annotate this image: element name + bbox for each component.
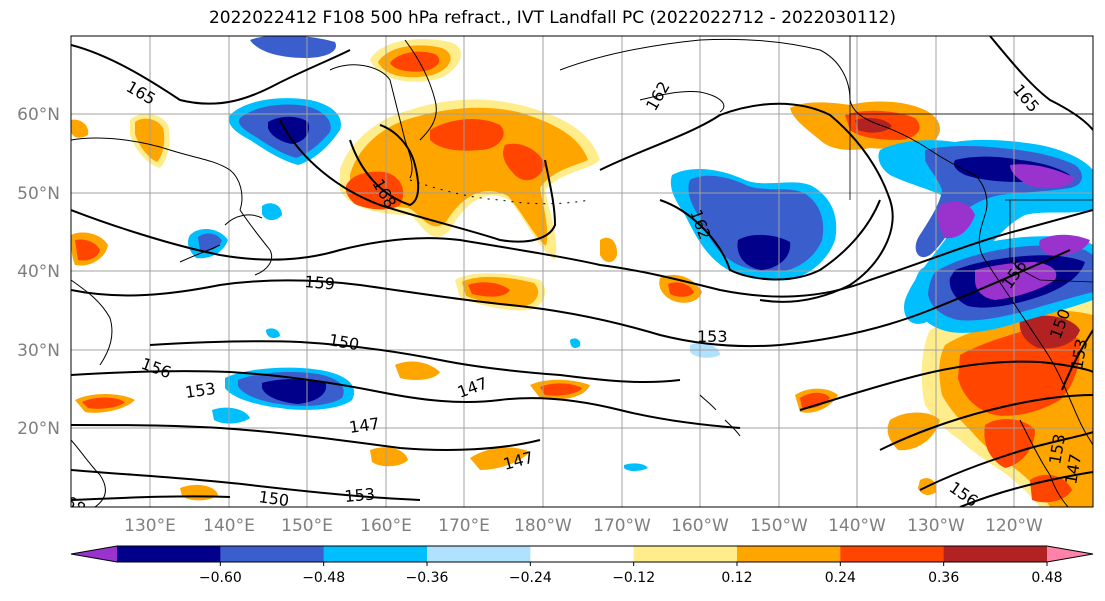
lat-label: 50°N (17, 184, 60, 204)
contour-label: 153 (184, 379, 217, 402)
coastlines (71, 36, 1093, 507)
colorbar-tick-label: 0.12 (721, 570, 752, 586)
lon-label: 150°E (281, 516, 333, 536)
contour-label: 147 (348, 414, 381, 437)
lon-label: 130°W (907, 516, 965, 536)
colorbar-tick-label: 0.48 (1031, 570, 1062, 586)
map-title: 2022022412 F108 500 hPa refract., IVT La… (208, 8, 896, 28)
contour-label: 153 (697, 327, 728, 346)
colorbar-cell (530, 546, 635, 562)
lon-label: 140°E (203, 516, 255, 536)
colorbar-cell (840, 546, 945, 562)
colorbar-tick-label: −0.12 (612, 570, 655, 586)
lon-label: 180°W (514, 516, 572, 536)
colorbar-right-arrow (1047, 546, 1093, 562)
graticule (71, 36, 1093, 507)
colorbar-tick-label: −0.48 (302, 570, 345, 586)
colorbar-cell (220, 546, 325, 562)
colorbar: −0.60 −0.48 −0.36 −0.24 −0.12 0.12 0.24 0.36 0.4… (70, 545, 1094, 586)
lon-label: 150°W (750, 516, 808, 536)
colorbar-tick-label: −0.24 (509, 570, 552, 586)
colorbar-outline (70, 545, 1094, 563)
lon-label: 130°E (124, 516, 176, 536)
map-frame (70, 35, 1094, 508)
lon-label: 160°W (671, 516, 729, 536)
colorbar-cell (737, 546, 841, 562)
colorbar-cell (943, 546, 1048, 562)
lat-label: 40°N (17, 262, 60, 282)
colorbar-left-arrow (71, 546, 117, 562)
refractivity-contours (71, 36, 1093, 507)
lon-label: 170°E (438, 516, 490, 536)
latitude-labels: 60°N 50°N 40°N 30°N 20°N (17, 105, 60, 439)
colorbar-tick-label: −0.60 (199, 570, 242, 586)
map-content: 165 168 162 159 153 150 156 153 147 147 … (71, 36, 1093, 510)
colorbar-ticks: −0.60 −0.48 −0.36 −0.24 −0.12 0.12 0.24 0.36 0.4… (199, 562, 1063, 586)
colorbar-tick-label: −0.36 (406, 570, 449, 586)
lat-label: 60°N (17, 105, 60, 125)
colorbar-cell (323, 546, 428, 562)
colorbar-tick-label: 0.36 (928, 570, 959, 586)
colorbar-cell (117, 546, 221, 562)
longitude-labels: 130°E 140°E 150°E 160°E 170°E 180°W 170°… (124, 516, 1043, 536)
lon-label: 140°W (828, 516, 886, 536)
contour-label: 159 (304, 272, 336, 294)
colorbar-cell (427, 546, 531, 562)
contour-label: 153 (344, 484, 376, 506)
colorbar-cell (633, 546, 738, 562)
lon-label: 120°W (985, 516, 1043, 536)
lon-label: 170°W (593, 516, 651, 536)
contour-label: 150 (257, 487, 290, 510)
lat-label: 20°N (17, 419, 60, 439)
negative-anomaly-fields (188, 36, 1093, 471)
colorbar-tick-label: 0.24 (825, 570, 856, 586)
lon-label: 160°E (360, 516, 412, 536)
lat-label: 30°N (17, 341, 60, 361)
colorbar-cells (117, 546, 1048, 562)
